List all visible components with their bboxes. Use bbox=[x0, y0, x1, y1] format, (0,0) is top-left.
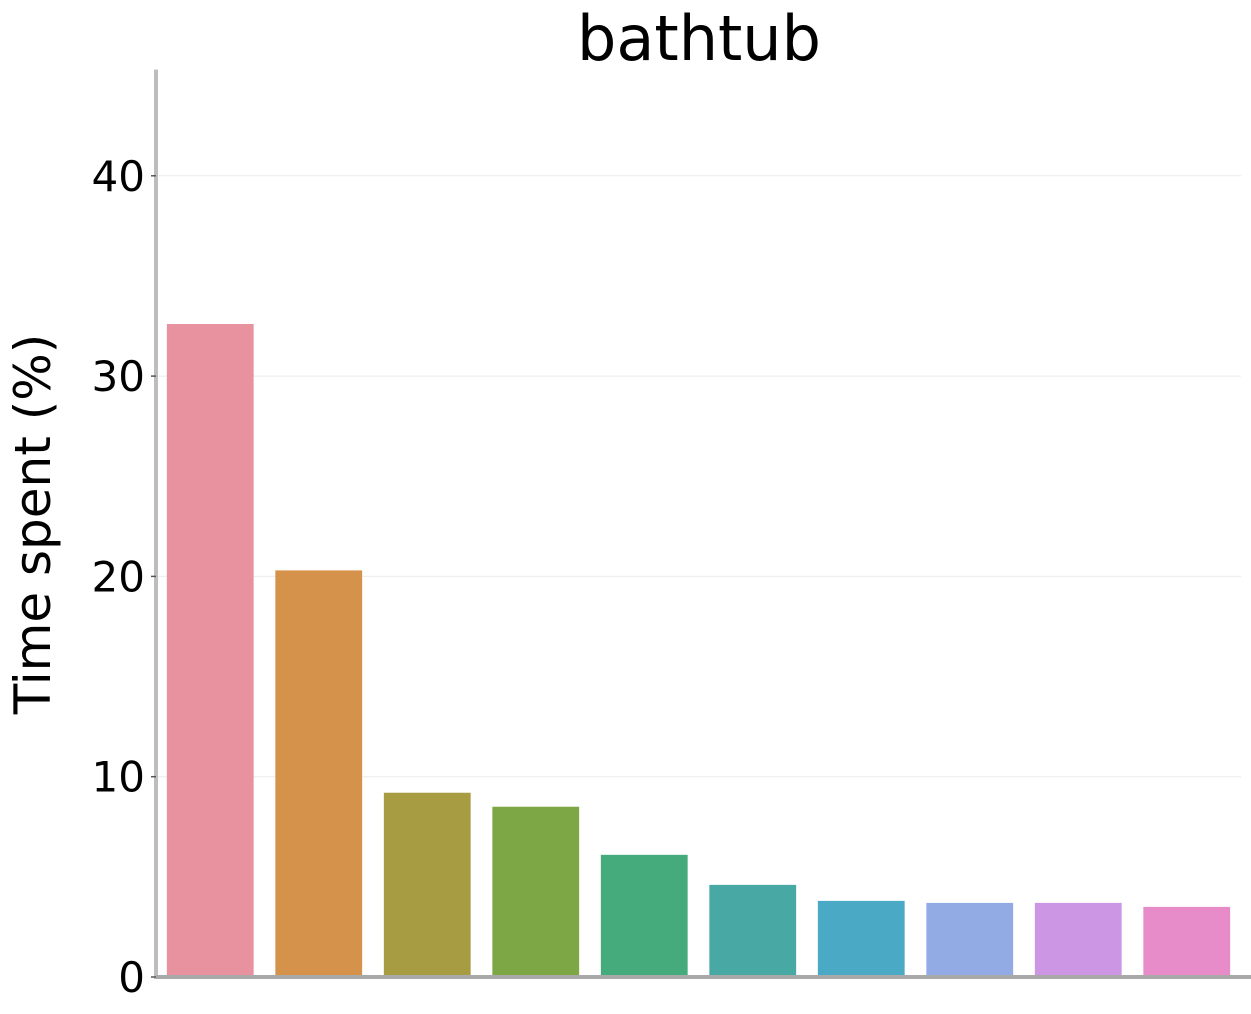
y-tick-label: 10 bbox=[92, 753, 145, 802]
bar bbox=[709, 884, 797, 977]
bar bbox=[817, 900, 905, 977]
bars bbox=[166, 324, 1231, 978]
y-tick-label: 0 bbox=[118, 953, 145, 1002]
y-axis-label: Time spent (%) bbox=[4, 334, 62, 716]
bar bbox=[275, 570, 363, 977]
axes bbox=[154, 69, 1251, 979]
y-tick-label: 30 bbox=[92, 352, 145, 401]
bar bbox=[600, 854, 688, 977]
bar bbox=[926, 902, 1014, 977]
bar bbox=[166, 324, 254, 978]
bar bbox=[383, 792, 471, 977]
bar bbox=[492, 806, 580, 977]
bar bbox=[1143, 906, 1231, 977]
y-tick-label: 20 bbox=[92, 552, 145, 601]
y-tick-label: 40 bbox=[92, 152, 145, 201]
chart-title: bathtub bbox=[577, 2, 821, 75]
y-ticks: 0 10 20 30 40 bbox=[92, 152, 156, 1002]
bar bbox=[1034, 902, 1122, 977]
